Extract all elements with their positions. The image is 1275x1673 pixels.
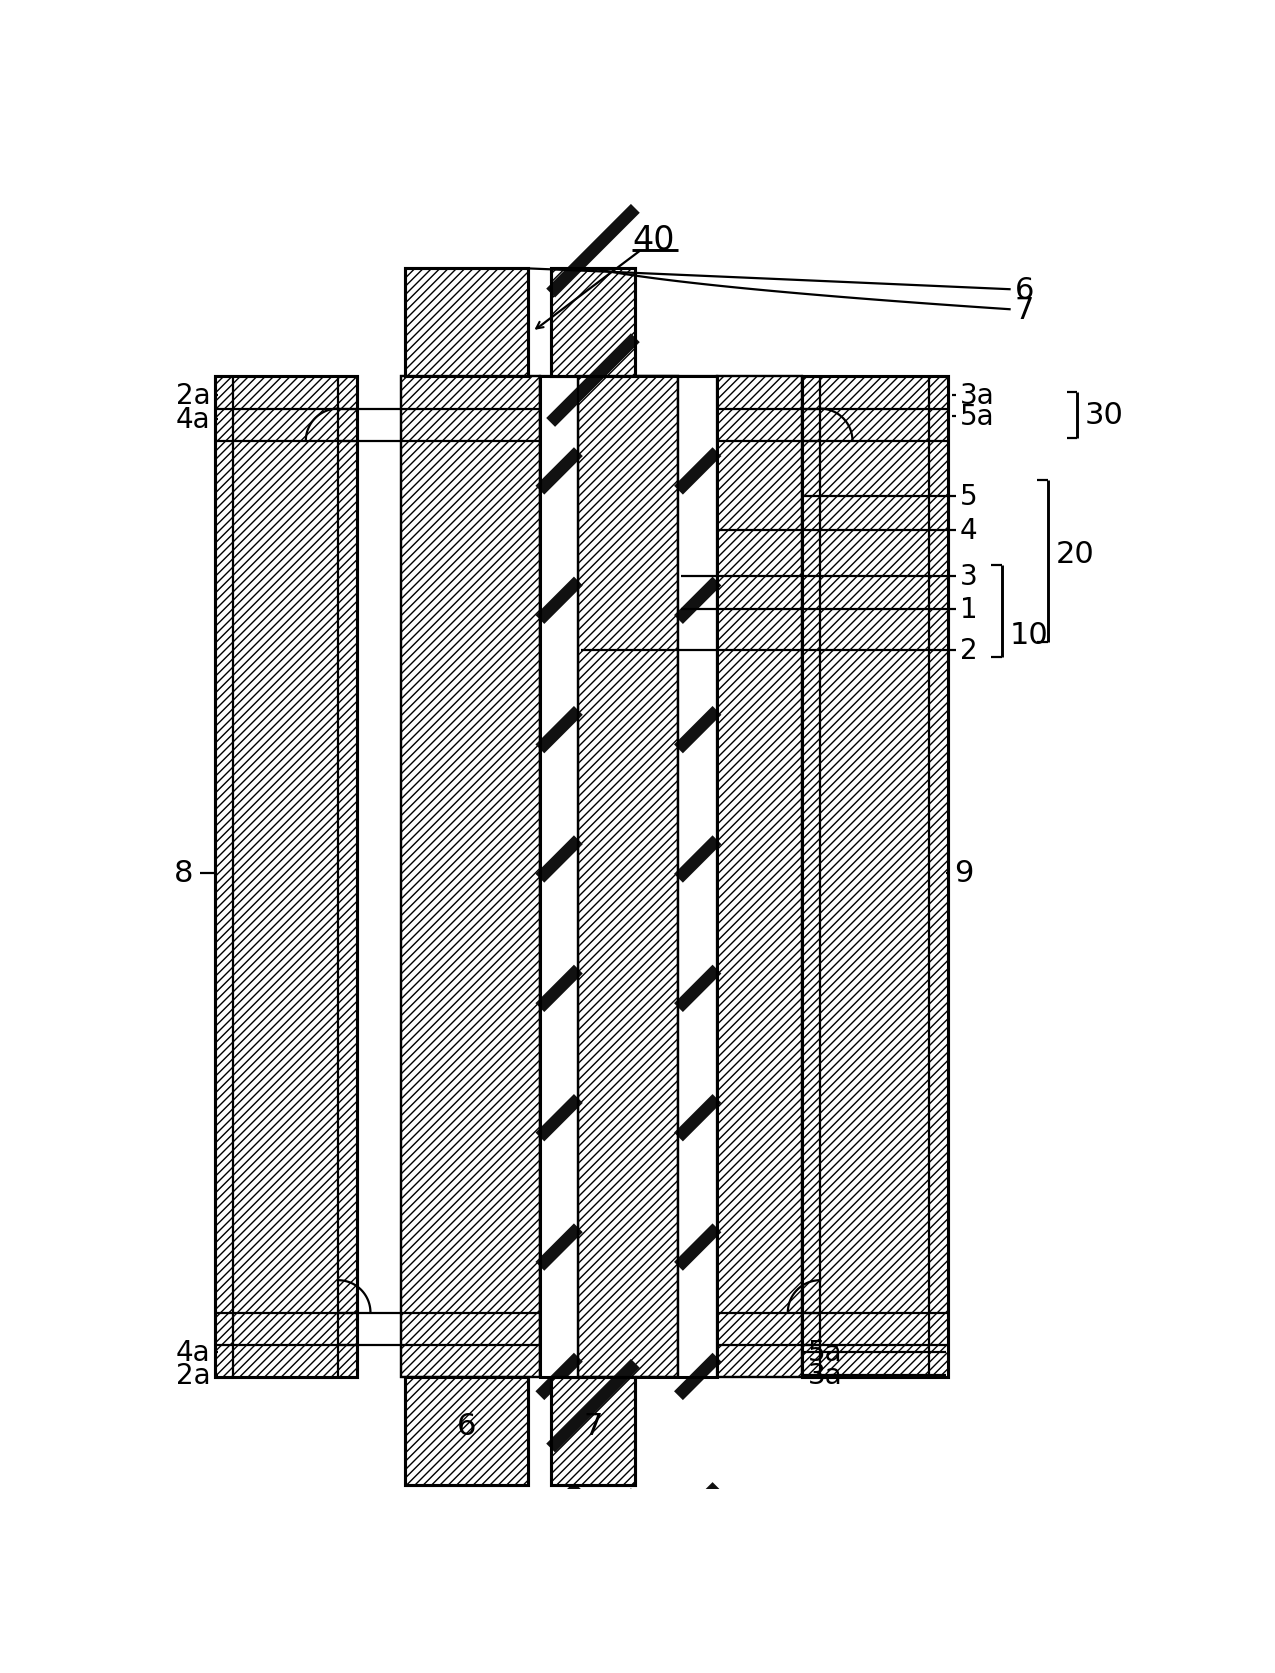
Bar xyxy=(405,1377,528,1486)
Text: 5: 5 xyxy=(960,482,977,510)
Text: 2a: 2a xyxy=(176,1362,210,1389)
Text: 4: 4 xyxy=(960,517,977,545)
Bar xyxy=(802,376,947,1377)
Text: 4a: 4a xyxy=(176,1338,210,1365)
Text: 1: 1 xyxy=(960,596,977,624)
Text: 6: 6 xyxy=(1015,276,1034,304)
Bar xyxy=(551,1377,635,1486)
Text: 10: 10 xyxy=(1010,621,1048,649)
Bar xyxy=(405,269,528,376)
Bar xyxy=(551,269,635,376)
Bar xyxy=(215,376,357,1377)
Bar xyxy=(678,376,717,1377)
Text: 3: 3 xyxy=(960,564,977,591)
Text: 3a: 3a xyxy=(960,381,995,410)
Bar xyxy=(717,376,802,1377)
Text: 8: 8 xyxy=(175,858,194,888)
Text: 20: 20 xyxy=(1056,539,1094,569)
Text: 7: 7 xyxy=(1015,296,1034,325)
Text: 9: 9 xyxy=(954,858,974,888)
Text: 40: 40 xyxy=(632,224,674,258)
Text: 4a: 4a xyxy=(176,405,210,433)
Bar xyxy=(402,376,539,1377)
Bar xyxy=(579,376,678,1377)
Bar xyxy=(405,1377,528,1486)
Text: 7: 7 xyxy=(583,1412,603,1440)
Bar xyxy=(402,376,539,1377)
Bar xyxy=(579,376,678,1377)
Bar xyxy=(551,1377,635,1486)
Bar xyxy=(539,376,717,1377)
Text: 6: 6 xyxy=(456,1412,477,1440)
Bar xyxy=(802,376,947,1377)
Text: 30: 30 xyxy=(1085,402,1123,430)
Bar xyxy=(215,376,357,1377)
Text: 3a: 3a xyxy=(808,1362,843,1389)
Bar xyxy=(551,269,635,376)
Text: 2: 2 xyxy=(960,636,977,664)
Bar xyxy=(405,269,528,376)
Text: 2a: 2a xyxy=(176,381,210,410)
Bar xyxy=(539,376,579,1377)
Text: 5a: 5a xyxy=(960,403,995,432)
Bar xyxy=(539,376,717,1377)
Bar xyxy=(717,376,802,1377)
Text: 5a: 5a xyxy=(808,1338,843,1365)
